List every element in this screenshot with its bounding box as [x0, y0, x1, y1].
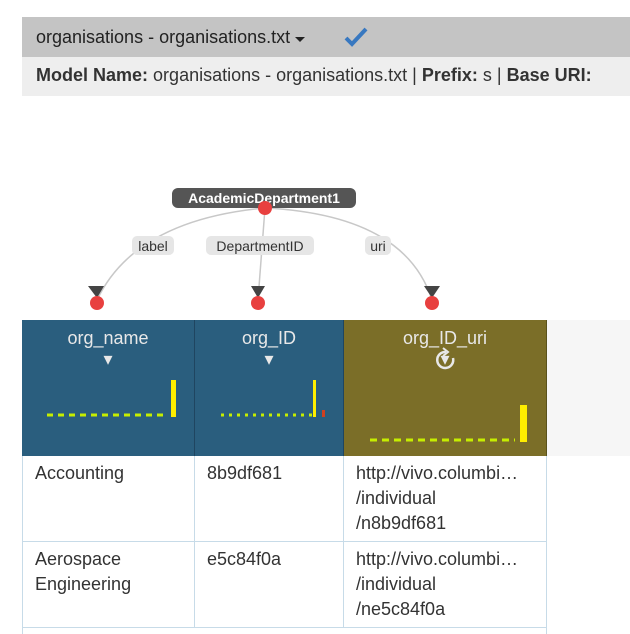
cell-text: Accounting [35, 463, 125, 483]
cell-text: /individual [356, 488, 437, 508]
histogram-bar [313, 380, 316, 417]
histogram-bar [171, 380, 176, 417]
base-uri-label: Base URI: [506, 65, 592, 85]
edge-label-bg [365, 236, 391, 255]
cell: http://vivo.columbi… /individual/n8b9df68… [344, 456, 547, 542]
dataset-title[interactable]: organisations - organisations.txt [36, 27, 306, 48]
cell-text: /ne5c84f0a [356, 599, 446, 619]
arrowhead [251, 286, 265, 298]
cell-text: Aerospace Engineering [35, 549, 132, 594]
table-filler [547, 320, 630, 456]
cell: e5c84f0a [195, 542, 344, 628]
prefix-value: s | [482, 65, 502, 85]
edge-label[interactable]: label [138, 238, 168, 254]
model-info: Model Name: organisations - organisation… [36, 65, 592, 86]
column-dot[interactable] [251, 296, 265, 310]
refresh-icon[interactable] [436, 347, 455, 370]
cell-text: /n8b9df681 [356, 513, 447, 533]
edge-label[interactable]: uri [370, 238, 386, 254]
cell: http://vivo.columbi… /individual/ne5c84f0… [344, 542, 547, 628]
dataset-title-text[interactable]: organisations - organisations.txt [36, 27, 291, 47]
cell: 8b9df681 [195, 456, 344, 542]
arrowhead [88, 286, 104, 298]
cell-text: e5c84f0a [207, 549, 282, 569]
edge-label-bg [132, 236, 174, 255]
column-name[interactable]: org_ID [241, 328, 297, 348]
prefix-label: Prefix: [421, 65, 478, 85]
column-header[interactable]: org_ID ▾ [195, 320, 344, 456]
cell: Aerospace Engineering [22, 542, 195, 628]
column-dot[interactable] [425, 296, 439, 310]
check-icon[interactable] [344, 27, 368, 47]
cell-text: 8b9df681 [207, 463, 283, 483]
dataset-header: organisations - organisations.txt [22, 17, 630, 57]
edge-label[interactable]: DepartmentID [216, 238, 303, 254]
model-value: organisations - organisations.txt | [153, 65, 417, 85]
model-label: Model Name: [36, 65, 149, 85]
edge-label-bg [206, 236, 314, 255]
column-header[interactable]: org_name ▾ [22, 320, 195, 456]
cell-text: /individual [356, 574, 437, 594]
cell-text: http://vivo.columbi… [356, 549, 519, 569]
arrowhead [424, 286, 440, 298]
model-bar: Model Name: organisations - organisation… [22, 57, 630, 96]
node-label[interactable]: AcademicDepartment1 [188, 190, 340, 206]
cell-text: http://vivo.columbi… [356, 463, 519, 483]
histogram-bar [322, 410, 325, 417]
next-row [22, 628, 547, 634]
column-header[interactable]: org_ID_uri ▾ [344, 320, 547, 456]
edge [264, 207, 433, 301]
node-dot[interactable] [258, 201, 272, 215]
column-name[interactable]: org_name [67, 328, 149, 348]
column-dot[interactable] [90, 296, 104, 310]
node-bg [172, 188, 356, 208]
graph: label DepartmentID uri AcademicDepartmen… [47, 188, 527, 442]
caret [295, 37, 306, 42]
cell: Accounting [22, 456, 195, 542]
histogram-bar [520, 405, 527, 442]
column-name[interactable]: org_ID_uri [402, 328, 488, 348]
